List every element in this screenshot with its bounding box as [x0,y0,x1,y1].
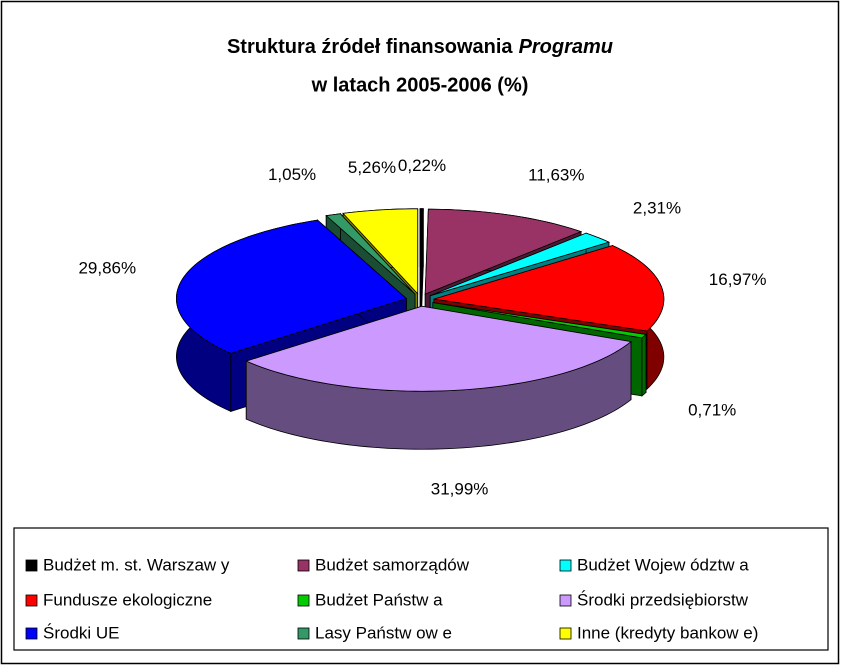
legend-label: Lasy Państw ow e [315,623,452,642]
slice-top [325,213,416,295]
chart-title: Struktura źródeł finansowania Programu [227,36,613,58]
slice-top [342,208,419,295]
legend-swatch [559,594,572,607]
slice-top [424,208,583,295]
data-label: 0,22% [398,156,446,175]
slice-outer-side [641,333,647,397]
legend-swatch [25,559,38,572]
legend-label: Budżet Wojew ództw a [577,555,749,574]
slice-top [430,232,611,297]
legend-swatch [559,627,572,640]
data-label: 0,71% [688,400,736,419]
legend-box [13,527,829,651]
data-label: 2,31% [633,198,681,217]
legend-swatch [297,559,310,572]
slice [419,208,424,352]
slice-top [419,208,424,294]
legend-label: Budżet samorządów [315,555,470,574]
title-italic: Programu [519,36,613,58]
legend-swatch [559,559,572,572]
data-label: 11,63% [528,166,584,185]
legend-label: Inne (kredyty bankow e) [577,623,758,642]
data-label: 1,05% [268,165,316,184]
slice [245,305,632,450]
slice-top [432,302,647,339]
slice-top [176,219,408,354]
legend-swatch [25,594,38,607]
legend-swatch [25,627,38,640]
legend-label: Środki UE [43,623,120,642]
data-label: 31,99% [431,480,489,499]
slice-top [433,245,665,332]
legend-swatch [297,594,310,607]
chart-title-line2: w latach 2005-2006 (%) [311,74,529,96]
legend-swatch [297,627,310,640]
legend-label: Budżet m. st. Warszaw y [43,555,230,574]
slice-top [245,305,632,392]
legend-label: Budżet Państw a [315,590,443,609]
legend-label: Fundusze ekologiczne [43,590,212,609]
data-label: 29,86% [78,258,136,277]
legend-label: Środki przedsiębiorstw [577,590,749,609]
data-label: 16,97% [709,270,767,289]
data-label: 5,26% [348,158,396,177]
title-part: Struktura źródeł finansowania [227,36,513,58]
